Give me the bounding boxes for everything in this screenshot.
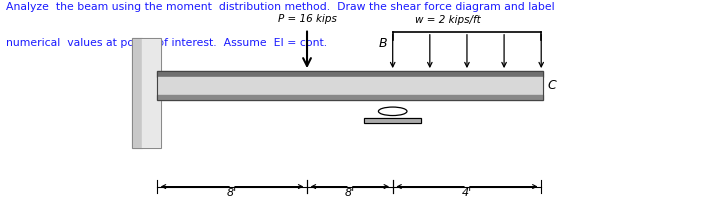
Circle shape: [378, 107, 407, 116]
Bar: [132, 38, 142, 148]
Bar: [364, 118, 421, 123]
Text: C: C: [548, 79, 556, 92]
Text: 8': 8': [227, 188, 237, 198]
Text: B: B: [378, 37, 387, 50]
Bar: [142, 38, 161, 148]
Text: w = 2 kips/ft: w = 2 kips/ft: [415, 15, 481, 25]
Text: 8': 8': [345, 188, 355, 198]
Bar: [157, 95, 543, 100]
Text: 4': 4': [462, 188, 472, 198]
Text: Analyze  the beam using the moment  distribution method.  Draw the shear force d: Analyze the beam using the moment distri…: [6, 2, 554, 12]
Bar: [157, 71, 543, 77]
Bar: [157, 71, 543, 100]
Bar: [132, 38, 161, 148]
Bar: [364, 118, 421, 123]
Bar: [157, 77, 543, 95]
Text: numerical  values at points of interest.  Assume  EI = cont.: numerical values at points of interest. …: [6, 38, 327, 48]
Text: P = 16 kips: P = 16 kips: [278, 14, 336, 24]
Text: A: A: [168, 75, 176, 88]
